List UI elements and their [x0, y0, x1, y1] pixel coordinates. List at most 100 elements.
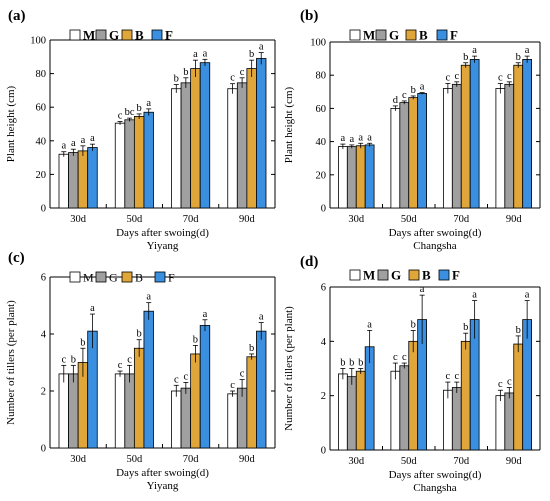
- legend-swatch-B: [121, 29, 133, 41]
- y-tick-label: 40: [36, 136, 47, 147]
- significance-letter: c: [498, 73, 503, 84]
- significance-letter: b: [249, 343, 254, 354]
- y-tick-label: 0: [41, 204, 46, 215]
- legend-swatch-M: [69, 29, 81, 41]
- location-label: Yiyang: [147, 240, 179, 252]
- legend-label-F: F: [168, 271, 175, 285]
- x-tick-label: 90d: [506, 456, 523, 467]
- bar-B-30d: [355, 370, 366, 451]
- significance-letter: a: [81, 135, 86, 146]
- bar-F-70d: [199, 62, 211, 209]
- legend-swatch-F: [154, 271, 166, 283]
- significance-letter: c: [446, 371, 451, 382]
- x-tick-label: 50d: [401, 214, 418, 225]
- significance-letter: b: [137, 103, 142, 114]
- significance-letter: a: [71, 138, 76, 149]
- x-axis-title: Days after swoing(d): [116, 467, 209, 479]
- significance-letter: b: [80, 337, 85, 348]
- significance-letter: a: [90, 133, 95, 144]
- bar-F-70d: [199, 325, 211, 449]
- significance-letter: b: [411, 319, 416, 330]
- x-tick-label: 30d: [348, 456, 365, 467]
- significance-letter: b: [183, 67, 188, 78]
- x-axis-title: Days after swoing(d): [389, 469, 482, 481]
- bar-F-90d: [522, 319, 532, 451]
- legend-label-G: G: [109, 28, 119, 43]
- significance-letter: b: [463, 322, 468, 333]
- x-tick-label: 70d: [453, 214, 470, 225]
- bar-M-90d: [495, 395, 506, 451]
- legend-label-M: M: [83, 271, 94, 285]
- legend-swatch-B: [121, 271, 133, 283]
- bar-M-90d: [227, 88, 238, 209]
- significance-letter: b: [463, 52, 468, 63]
- y-tick-label: 2: [41, 387, 46, 398]
- bar-F-90d: [256, 330, 267, 449]
- legend-swatch-B: [408, 269, 420, 281]
- bar-B-90d: [246, 356, 257, 449]
- significance-letter: a: [358, 132, 363, 143]
- y-tick-label: 100: [30, 36, 46, 47]
- significance-letter: b: [516, 325, 521, 336]
- legend-swatch-F: [436, 29, 448, 41]
- bar-M-30d: [337, 373, 348, 451]
- bar-B-30d: [355, 145, 366, 209]
- legend-swatch-B: [405, 29, 417, 41]
- significance-letter: a: [367, 319, 372, 330]
- significance-letter: a: [61, 141, 66, 152]
- legend-label-M: M: [83, 28, 95, 43]
- y-axis-title: Plant height (cm): [5, 85, 17, 162]
- significance-letter: b: [71, 354, 76, 365]
- significance-letter: a: [525, 45, 530, 56]
- bar-G-70d: [451, 387, 462, 451]
- significance-letter: c: [240, 67, 245, 78]
- bar-F-90d: [522, 59, 532, 209]
- bar-G-70d: [451, 83, 462, 209]
- legend-swatch-G: [375, 29, 387, 41]
- significance-letter: a: [146, 292, 151, 303]
- x-tick-label: 90d: [239, 454, 256, 465]
- significance-letter: c: [402, 352, 407, 363]
- bar-M-50d: [390, 370, 401, 451]
- significance-letter: a: [367, 132, 372, 143]
- significance-letter: bc: [125, 107, 135, 118]
- bar-M-70d: [442, 88, 453, 209]
- legend-swatch-M: [69, 271, 81, 283]
- bar-B-50d: [408, 97, 419, 209]
- bar-M-50d: [114, 373, 126, 449]
- bar-F-30d: [87, 147, 98, 209]
- y-tick-label: 100: [310, 38, 326, 49]
- significance-letter: c: [118, 110, 123, 121]
- y-tick-label: 40: [316, 137, 327, 148]
- bar-M-50d: [114, 122, 126, 209]
- significance-letter: a: [259, 312, 264, 323]
- significance-letter: b: [340, 358, 345, 369]
- significance-letter: c: [454, 71, 459, 82]
- x-tick-label: 90d: [239, 214, 256, 225]
- significance-letter: b: [411, 85, 416, 96]
- x-tick-label: 70d: [183, 214, 200, 225]
- legend-label-B: B: [422, 268, 431, 283]
- bar-M-90d: [495, 88, 506, 209]
- significance-letter: c: [498, 379, 503, 390]
- bar-B-70d: [190, 68, 201, 209]
- legend-label-B: B: [135, 271, 143, 285]
- x-tick-label: 90d: [506, 214, 523, 225]
- legend-label-G: G: [109, 271, 118, 285]
- significance-letter: c: [118, 360, 123, 371]
- y-tick-label: 4: [41, 330, 47, 341]
- bar-G-30d: [346, 146, 357, 209]
- y-tick-label: 60: [36, 103, 47, 114]
- y-tick-label: 20: [36, 170, 47, 181]
- significance-letter: c: [184, 371, 189, 382]
- x-axis-title: Days after swoing(d): [389, 227, 482, 239]
- significance-letter: a: [90, 303, 95, 314]
- x-tick-label: 70d: [183, 454, 200, 465]
- bar-M-30d: [337, 146, 348, 209]
- y-tick-label: 80: [316, 71, 327, 82]
- significance-letter: c: [393, 352, 398, 363]
- significance-letter: a: [203, 48, 208, 59]
- significance-letter: a: [472, 45, 477, 56]
